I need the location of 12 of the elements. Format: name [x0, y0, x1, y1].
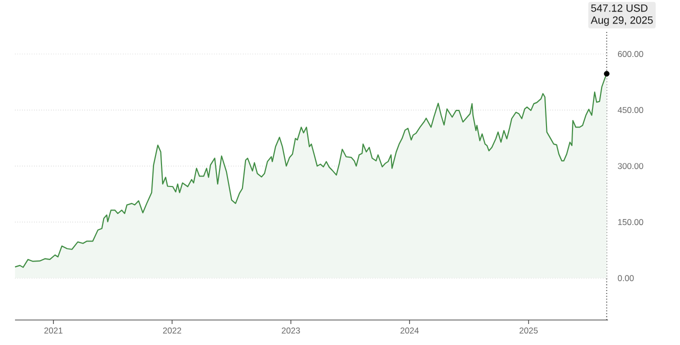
y-tick-label: 0.00 [618, 275, 634, 282]
x-tick-label: 2022 [163, 328, 182, 334]
text: 547.12 USD [591, 4, 648, 12]
x-tick-label: 2023 [282, 328, 300, 334]
x-tick-label: 2024 [400, 328, 419, 334]
y-tick-label: 450.00 [618, 107, 644, 114]
y-tick-label: 150.00 [618, 219, 644, 226]
y-tick-label: 600.00 [618, 51, 644, 58]
x-tick-label: 2025 [520, 328, 538, 334]
y-tick-label: 300.00 [618, 163, 644, 170]
text: Aug 29, 2025 [590, 16, 653, 26]
x-tick-label: 2021 [44, 328, 62, 334]
